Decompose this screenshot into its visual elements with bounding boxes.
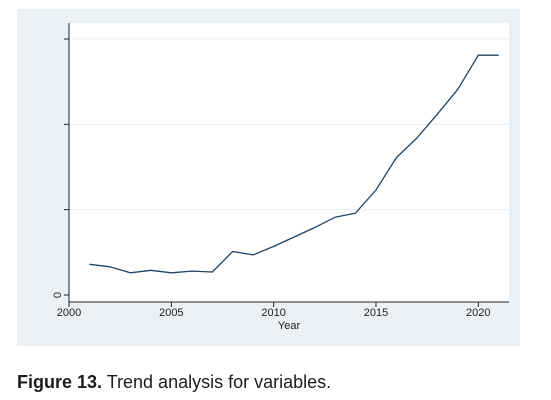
x-tick-label-0: 2000 xyxy=(57,307,81,319)
figure-caption: Figure 13. Trend analysis for variables. xyxy=(17,372,331,393)
x-tick-label-1: 2005 xyxy=(159,307,183,319)
ticks: 0 2000 2005 2010 2015 2020 xyxy=(52,38,491,319)
x-tick-label-2: 2010 xyxy=(261,307,285,319)
y-tick-label-0: 0 xyxy=(52,292,64,298)
grid-lines xyxy=(69,38,509,211)
axes xyxy=(68,23,509,303)
x-axis-title: Year xyxy=(278,320,301,332)
series-line-0 xyxy=(89,54,499,274)
figure-label: Figure 13. xyxy=(17,372,103,392)
x-tick-label-3: 2015 xyxy=(364,307,388,319)
chart-panel: 0 2000 2005 2010 2015 2020 Year xyxy=(17,9,520,346)
plot-area xyxy=(69,23,509,302)
line-chart: 0 2000 2005 2010 2015 2020 Year xyxy=(52,23,509,332)
series-layer xyxy=(89,54,499,274)
figure-caption-text: Trend analysis for variables. xyxy=(102,372,332,392)
x-tick-label-4: 2020 xyxy=(466,307,490,319)
